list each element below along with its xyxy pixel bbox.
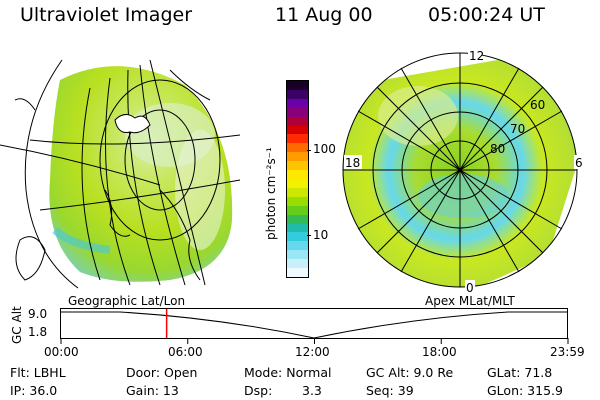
colorbar-segment (287, 259, 308, 269)
altitude-tick-1-8: 1.8 (28, 325, 48, 339)
info-seq: Seq: 39 (366, 383, 414, 398)
colorbar-segment (287, 89, 308, 99)
info-gain: Gain: 13 (126, 383, 179, 398)
mlt-label-12: 12 (469, 49, 484, 63)
info-glon: GLon: 315.9 (487, 383, 563, 398)
right-panel-caption: Apex MLat/MLT (425, 294, 515, 308)
mlt-label-6: 6 (575, 156, 583, 170)
mlt-label-18: 18 (345, 156, 360, 170)
mlat-label-60: 60 (530, 98, 545, 112)
magnetic-image-panel: 12 18 6 0 60 70 80 (342, 48, 584, 295)
time-tick-1200: 12:00 (295, 345, 330, 359)
colorbar-segment (287, 250, 308, 260)
left-panel-caption: Geographic Lat/Lon (68, 294, 186, 308)
colorbar-segment (287, 232, 308, 242)
colorbar-tick-100 (307, 150, 311, 151)
observation-time: 05:00:24 UT (428, 4, 545, 26)
colorbar-segment (287, 143, 308, 153)
colorbar-segment (287, 98, 308, 108)
colorbar-segment (287, 170, 308, 179)
mlt-label-0: 0 (466, 281, 474, 295)
colorbar-segment (287, 116, 308, 126)
info-filter: Flt: LBHL (10, 365, 66, 380)
time-tick-0600: 06:00 (168, 345, 203, 359)
instrument-title: Ultraviolet Imager (20, 4, 193, 26)
colorbar-segment (287, 268, 308, 277)
info-door: Door: Open (126, 365, 198, 380)
colorbar-unit-label: photon cm⁻²s⁻¹ (264, 147, 278, 240)
colorbar-segment (287, 134, 308, 144)
colorbar-segment (287, 81, 308, 90)
observation-date: 11 Aug 00 (275, 4, 373, 26)
info-dsp-label: Dsp: (244, 383, 273, 398)
colorbar-tick-10 (307, 235, 311, 236)
colorbar-label-100: 100 (313, 142, 336, 156)
info-gc-alt: GC Alt: 9.0 Re (366, 365, 454, 380)
colorbar-segment (287, 161, 308, 171)
mlat-label-80: 80 (490, 142, 505, 156)
time-tick-1800: 18:00 (422, 345, 457, 359)
time-tick-2359: 23:59 (550, 345, 585, 359)
altitude-strip-chart (60, 308, 569, 344)
colorbar-segment (287, 241, 308, 251)
mlat-label-70: 70 (510, 122, 525, 136)
colorbar-segment (287, 223, 308, 233)
colorbar-segment (287, 196, 308, 206)
colorbar-label-10: 10 (313, 228, 329, 242)
info-mode: Mode: Normal (244, 365, 332, 380)
colorbar-segment (287, 125, 308, 135)
altitude-axis-label: GC Alt (10, 306, 24, 344)
colorbar-segment (287, 152, 308, 162)
info-dsp-value: 3.3 (302, 383, 322, 398)
colorbar-segment (287, 178, 308, 188)
colorbar-segment (287, 187, 308, 197)
colorbar-segment (287, 214, 308, 224)
info-ip: IP: 36.0 (10, 383, 58, 398)
geographic-image-panel (0, 59, 241, 289)
info-glat: GLat: 71.8 (487, 365, 553, 380)
colorbar-segment (287, 205, 308, 215)
time-tick-0000: 00:00 (44, 345, 79, 359)
colorbar-segment (287, 107, 308, 117)
color-scale-bar (286, 80, 309, 278)
altitude-tick-9: 9.0 (28, 307, 48, 321)
